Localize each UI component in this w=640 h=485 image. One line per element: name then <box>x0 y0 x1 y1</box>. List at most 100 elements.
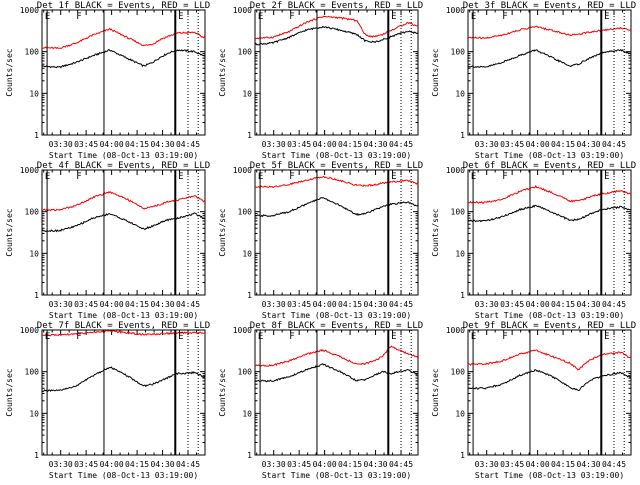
flag-label: F <box>289 12 294 22</box>
x-tick-label: 03:45 <box>287 140 311 149</box>
x-tick-label: 03:30 <box>262 460 286 469</box>
x-tick-label: 03:30 <box>475 300 499 309</box>
x-tick-label: 03:45 <box>287 300 311 309</box>
x-tick-label: 04:15 <box>551 460 575 469</box>
y-tick-label: 1000 <box>446 6 465 15</box>
panel-chart: Det 1f BLACK = Events, RED = LLD Counts/s… <box>5 1 210 160</box>
x-tick-label: 04:00 <box>526 460 550 469</box>
plot-frame <box>254 9 419 136</box>
flag-label: F <box>289 332 294 342</box>
flag-label: E <box>258 12 263 22</box>
y-tick-label: 10 <box>242 249 252 258</box>
x-tick-label: 04:45 <box>602 140 626 149</box>
series-line <box>254 25 419 46</box>
x-axis-label: Start Time (08-Oct-13 03:19:00) <box>475 471 624 480</box>
x-tick-label: 03:45 <box>500 300 524 309</box>
x-tick-label: 04:45 <box>602 300 626 309</box>
x-tick-label: 04:45 <box>389 300 413 309</box>
x-tick-label: 04:30 <box>577 140 601 149</box>
x-tick-label: 04:30 <box>151 300 175 309</box>
series-line <box>467 48 631 68</box>
flag-label: E <box>604 172 609 182</box>
plot-frame <box>254 169 419 296</box>
y-tick-label: 100 <box>451 48 466 57</box>
y-tick-label: 10 <box>29 89 39 98</box>
panel-chart: Det 3f BLACK = Events, RED = LLD Counts/s… <box>431 1 636 160</box>
series-line <box>467 204 632 223</box>
flag-label: E <box>471 172 476 182</box>
y-axis-label: Counts/sec <box>5 208 14 256</box>
detector-panel: Det 6f BLACK = Events, RED = LLD Counts/s… <box>426 160 639 320</box>
detector-panel: Det 2f BLACK = Events, RED = LLD Counts/s… <box>213 0 426 160</box>
y-tick-label: 10 <box>242 409 252 418</box>
series-line <box>255 175 419 189</box>
y-tick-label: 100 <box>451 368 466 377</box>
y-tick-label: 1000 <box>446 326 465 335</box>
y-axis-label: Counts/sec <box>431 48 440 96</box>
x-tick-label: 04:15 <box>551 300 575 309</box>
x-tick-label: 04:15 <box>338 140 362 149</box>
x-axis-label: Start Time (08-Oct-13 03:19:00) <box>262 471 411 480</box>
x-tick-label: 04:00 <box>313 140 337 149</box>
x-tick-label: 04:00 <box>313 300 337 309</box>
flag-label: E <box>45 332 50 342</box>
x-tick-label: 04:30 <box>364 460 388 469</box>
y-tick-label: 1 <box>460 291 465 300</box>
plot-frame <box>41 329 206 456</box>
panel-chart: Det 2f BLACK = Events, RED = LLD Counts/s… <box>218 1 423 160</box>
panel-title: Det 1f BLACK = Events, RED = LLD <box>37 1 210 11</box>
flag-label: F <box>502 12 507 22</box>
series-line <box>467 25 632 40</box>
x-tick-label: 04:15 <box>125 300 149 309</box>
x-tick-label: 04:00 <box>100 300 124 309</box>
detector-panel: Det 5f BLACK = Events, RED = LLD Counts/s… <box>213 160 426 320</box>
panel-title: Det 3f BLACK = Events, RED = LLD <box>463 1 636 11</box>
panel-title: Det 9f BLACK = Events, RED = LLD <box>463 321 636 331</box>
y-tick-label: 1000 <box>233 326 252 335</box>
flag-label: E <box>178 332 183 342</box>
x-tick-label: 03:30 <box>475 140 499 149</box>
panel-chart: Det 8f BLACK = Events, RED = LLD Counts/s… <box>218 321 423 480</box>
panel-title: Det 7f BLACK = Events, RED = LLD <box>37 321 210 331</box>
y-tick-label: 1000 <box>446 166 465 175</box>
y-tick-label: 100 <box>451 208 466 217</box>
plot-frame <box>41 169 206 296</box>
panel-chart: Det 5f BLACK = Events, RED = LLD Counts/s… <box>218 161 423 320</box>
flag-label: F <box>289 172 294 182</box>
flag-label: E <box>604 332 609 342</box>
flag-label: E <box>178 12 183 22</box>
x-tick-label: 03:45 <box>74 460 98 469</box>
x-axis-label: Start Time (08-Oct-13 03:19:00) <box>262 151 411 160</box>
series-line <box>41 212 206 233</box>
flag-label: E <box>391 12 396 22</box>
plot-frame <box>467 329 632 456</box>
y-tick-label: 1 <box>247 131 252 140</box>
y-tick-label: 1 <box>247 291 252 300</box>
panel-title: Det 6f BLACK = Events, RED = LLD <box>463 161 636 171</box>
y-tick-label: 100 <box>25 208 40 217</box>
x-tick-label: 03:30 <box>262 300 286 309</box>
series-line <box>254 197 419 218</box>
panel-title: Det 8f BLACK = Events, RED = LLD <box>250 321 423 331</box>
flag-label: E <box>604 12 609 22</box>
y-tick-label: 10 <box>455 409 465 418</box>
x-tick-label: 04:00 <box>100 140 124 149</box>
flag-label: E <box>258 332 263 342</box>
x-tick-label: 04:45 <box>389 460 413 469</box>
y-tick-label: 100 <box>25 48 40 57</box>
flag-label: F <box>502 172 507 182</box>
detector-panel: Det 1f BLACK = Events, RED = LLD Counts/s… <box>0 0 213 160</box>
panel-chart: Det 7f BLACK = Events, RED = LLD Counts/s… <box>5 321 210 480</box>
y-tick-label: 10 <box>455 249 465 258</box>
x-axis-label: Start Time (08-Oct-13 03:19:00) <box>49 311 198 320</box>
flag-label: E <box>391 332 396 342</box>
x-tick-label: 04:30 <box>577 300 601 309</box>
detector-panel: Det 3f BLACK = Events, RED = LLD Counts/s… <box>426 0 639 160</box>
panel-title: Det 4f BLACK = Events, RED = LLD <box>37 161 210 171</box>
y-axis-label: Counts/sec <box>218 368 227 416</box>
x-tick-label: 04:15 <box>551 140 575 149</box>
flag-label: F <box>76 172 81 182</box>
y-tick-label: 100 <box>238 208 253 217</box>
x-tick-label: 04:00 <box>526 140 550 149</box>
